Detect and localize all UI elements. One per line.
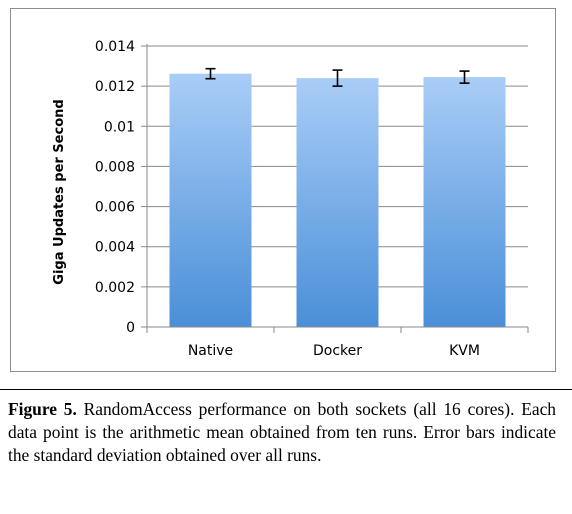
caption-text: RandomAccess performance on both sockets… xyxy=(8,399,557,465)
figure-caption: Figure 5. RandomAccess performance on bo… xyxy=(8,398,556,467)
y-tick-label: 0.008 xyxy=(95,159,135,175)
bar-native xyxy=(169,73,252,327)
y-tick-label: 0.002 xyxy=(95,280,135,296)
y-tick-label: 0.01 xyxy=(104,119,135,135)
error-bar-native xyxy=(205,67,216,80)
x-tick-label-native: Native xyxy=(188,343,233,359)
caption-label: Figure 5. xyxy=(8,399,77,419)
x-tick-label-docker: Docker xyxy=(313,343,362,359)
bar-kvm xyxy=(423,77,506,327)
error-bar-kvm xyxy=(459,70,470,84)
caption-rule xyxy=(0,389,572,390)
bar-chart: 0 0.002 0.004 0.006 0.008 0.01 0.012 0.014 Nativ… xyxy=(52,39,529,359)
y-tick-label: 0 xyxy=(126,320,135,336)
y-tick-label: 0.004 xyxy=(95,240,135,256)
bar-docker xyxy=(296,78,379,327)
y-tick-label: 0.014 xyxy=(95,39,135,55)
y-tick-label: 0.012 xyxy=(95,79,135,95)
y-tick-label: 0.006 xyxy=(95,200,135,216)
x-tick-label-kvm: KVM xyxy=(449,343,480,359)
y-axis-title: Giga Updates per Second xyxy=(52,99,67,284)
error-bar-docker xyxy=(332,69,343,87)
chart-frame: 0 0.002 0.004 0.006 0.008 0.01 0.012 0.014 Nativ… xyxy=(10,8,556,372)
